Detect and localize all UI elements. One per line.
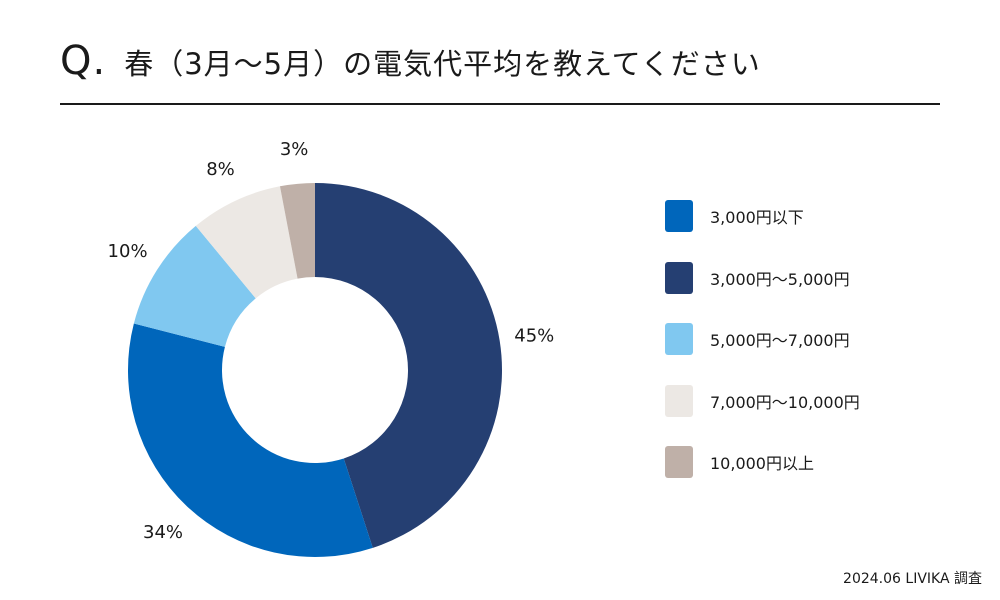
legend-label-3: 7,000円〜10,000円 <box>710 392 860 412</box>
legend: 3,000円以下 3,000円〜5,000円 5,000円〜7,000円 7,0… <box>665 200 860 508</box>
title-divider <box>60 103 940 105</box>
slice-label-1: 45% <box>514 325 554 346</box>
legend-item-4: 10,000円以上 <box>665 446 860 478</box>
legend-label-2: 5,000円〜7,000円 <box>710 331 850 350</box>
legend-label-0: 3,000円以下 <box>710 208 804 227</box>
pie-slice-4 <box>279 183 315 279</box>
pie-slice-0 <box>127 323 373 557</box>
legend-swatch-0 <box>665 200 693 232</box>
legend-swatch-2 <box>665 323 693 355</box>
pie-slice-1 <box>315 183 503 548</box>
legend-swatch-1 <box>665 261 693 294</box>
slice-label-3: 8% <box>206 159 235 180</box>
pie-slice-3 <box>195 186 298 299</box>
question-title: Q. 春（3月〜5月）の電気代平均を教えてください <box>60 38 940 98</box>
legend-label-4: 10,000円以上 <box>710 454 814 473</box>
pie-slice-2 <box>133 225 256 347</box>
legend-item-0: 3,000円以下 <box>665 200 860 232</box>
legend-swatch-3 <box>665 384 693 417</box>
legend-item-2: 5,000円〜7,000円 <box>665 323 860 355</box>
legend-swatch-4 <box>665 446 693 478</box>
legend-item-1: 3,000円〜5,000円 <box>665 261 860 294</box>
source-note: 2024.06 LIVIKA 調査 <box>843 571 982 587</box>
slice-label-2: 10% <box>108 241 148 262</box>
slice-label-4: 3% <box>280 139 309 160</box>
legend-item-3: 7,000円〜10,000円 <box>665 384 860 417</box>
question-text: 春（3月〜5月）の電気代平均を教えてください <box>124 47 761 81</box>
q-mark: Q. <box>60 38 107 84</box>
slice-label-0: 34% <box>143 522 183 543</box>
legend-label-1: 3,000円〜5,000円 <box>710 269 850 289</box>
